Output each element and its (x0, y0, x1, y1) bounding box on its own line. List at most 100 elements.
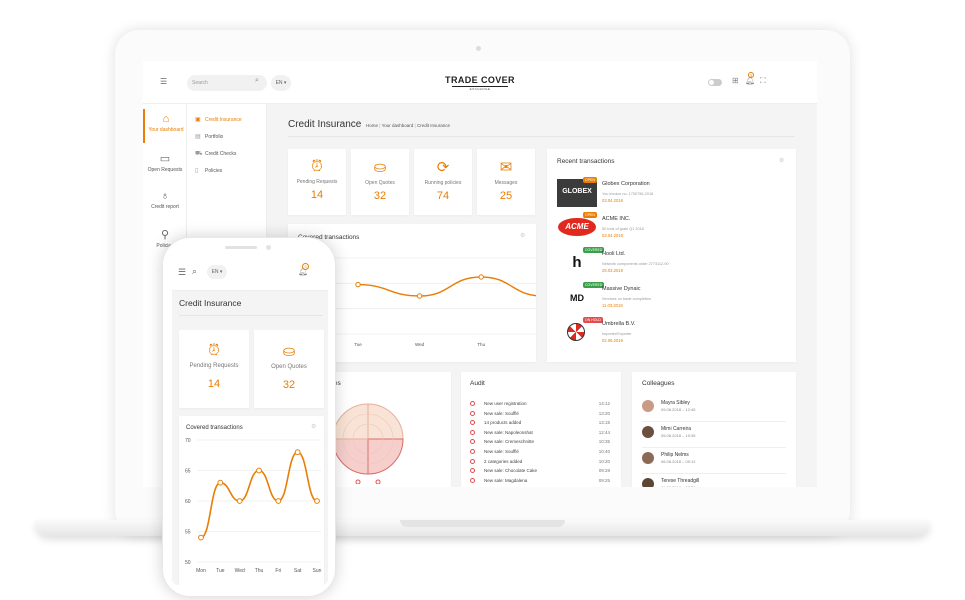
audit-row: 14 products added 13:15 (470, 419, 610, 427)
subnav-item-portfolio[interactable]: ▤ Portfolio (195, 133, 223, 140)
language-select[interactable]: EN ▾ (207, 265, 227, 279)
acme-logo: ACME (558, 218, 596, 236)
stat-card-messages[interactable]: ✉ Messages 25 (477, 149, 535, 215)
x-tick-label: Wed (235, 568, 245, 574)
transaction-row[interactable]: GLOBEX OPEN Globex Corporation You invoice … (557, 177, 782, 209)
phone-camera (266, 245, 271, 250)
data-point[interactable] (198, 534, 204, 541)
covered-transactions-card: Covered transactions ⚙ 70 65 60 55 50 Mon Tue W… (179, 416, 324, 585)
audit-row: New sale: Soufflé 13:20 (470, 410, 610, 418)
avatar (642, 400, 654, 412)
stat-label: Pending Requests (296, 179, 338, 185)
data-point[interactable] (275, 498, 282, 504)
stat-card-pending-requests[interactable]: ⏰︎ Pending Requests 14 (179, 330, 249, 408)
bell-icon[interactable]: 🔔︎ (298, 267, 309, 276)
trade-cover-logo[interactable]: TRADE COVER EXCHANGE (443, 75, 517, 91)
company-logo-text: ACME (565, 222, 589, 231)
subnav-item-policies[interactable]: ▯ Policies (195, 167, 222, 174)
transaction-date: 25.03.2019 (602, 268, 623, 273)
bell-icon[interactable]: 🔔︎ (745, 76, 756, 85)
company-name: Hooli Ltd. (602, 251, 626, 257)
sidebar-item-policies[interactable]: ⚲ Policies (143, 228, 187, 258)
data-point[interactable] (416, 293, 423, 299)
sidebar-item-open-requests[interactable]: ▭ Open Requests (143, 152, 187, 182)
theme-toggle[interactable] (708, 79, 722, 86)
colleague-row[interactable]: Mimi Carreira 05.08.2018 – 10:35 (642, 426, 786, 450)
data-point[interactable] (314, 498, 320, 504)
fullscreen-icon[interactable]: ⛶ (760, 76, 766, 85)
audit-text: New sale: Napoleonshat (484, 429, 533, 435)
laptop-notch (400, 520, 565, 527)
company-name: Umbrella B.V. (602, 321, 636, 327)
status-dot (470, 449, 475, 454)
language-select[interactable]: EN ▾ (271, 75, 291, 91)
company-name: Massive Dynaic (602, 286, 641, 292)
sidebar-item-dashboard[interactable]: ⌂ Your dashboard (143, 109, 187, 143)
colleague-row[interactable]: Philip Nelms 06.08.2018 – 09:12 (642, 452, 786, 476)
stat-label: Pending Requests (189, 363, 239, 369)
x-tick-label: Thu (477, 342, 485, 347)
stat-card-open-quotes[interactable]: ⛀ Open Quotes 32 (351, 149, 409, 215)
covered-transactions-chart: 70 65 60 55 50 Mon Tue Wed Thu Fri Sat Sun (185, 438, 322, 574)
subnav-item-credit-checks[interactable]: ⛟ Credit Checks (195, 150, 236, 158)
audit-time: 10:20 (598, 458, 610, 464)
y-tick-label: 50 (185, 560, 191, 566)
audit-text: New sale: Soufflé (484, 449, 519, 454)
transaction-row[interactable]: ACME OPEN ACME INC. 50 tons of grain Q1 201… (557, 212, 782, 244)
data-point[interactable] (294, 449, 301, 456)
sidebar-item-credit-report[interactable]: ♁ Credit report (143, 190, 187, 220)
data-point[interactable] (355, 281, 361, 288)
x-tick-label: Sat (294, 568, 302, 574)
menu-icon[interactable]: ☰ (178, 267, 187, 277)
status-dot (470, 458, 475, 464)
stat-card-open-quotes[interactable]: ⛀ Open Quotes 32 (254, 330, 324, 408)
stat-value: 74 (436, 190, 450, 202)
legend-dot (375, 479, 381, 484)
search-icon[interactable]: ⌕ (192, 266, 198, 276)
categories-polar-chart (332, 403, 404, 484)
apps-grid-icon[interactable]: ⊞ (732, 76, 739, 85)
transaction-row[interactable]: MD COVERED Massive Dynaic Services on trade… (557, 282, 782, 314)
breadcrumb-dashboard[interactable]: Your dashboard (381, 123, 414, 128)
colleague-row[interactable]: Mayra Sibley 09.08.2018 – 12:45 (642, 400, 786, 424)
requests-icon: ▭ (159, 153, 171, 165)
stat-card-pending-requests[interactable]: ⏰︎ Pending Requests 14 (288, 149, 346, 215)
data-point[interactable] (478, 274, 484, 280)
subnav-item-credit-insurance[interactable]: ▣ Credit Insurance (195, 116, 242, 123)
data-point[interactable] (236, 498, 243, 504)
search-input[interactable]: Search (187, 75, 267, 91)
logo-title: TRADE COVER (445, 75, 515, 85)
transaction-row[interactable]: h COVERED Hooli Ltd. Network components ord… (557, 247, 782, 279)
briefcase-icon: ▣ (195, 117, 201, 123)
status-dot (470, 420, 475, 426)
stat-card-running-policies[interactable]: ⟳ Running policies 74 (414, 149, 472, 215)
subnav-label: Portfolio (205, 134, 224, 140)
menu-icon[interactable]: ☰ (160, 77, 168, 86)
company-logo-text: h (572, 254, 582, 271)
company-logo (557, 319, 597, 347)
card-title: Covered transactions (298, 234, 360, 241)
colleague-row[interactable]: Terese Threadgill01.08.2018 – 07:30 (642, 478, 782, 487)
colleague-time: 09.08.2018 – 12:45 (661, 407, 696, 412)
phone-frame: ☰ ⌕ EN ▾ 🔔︎ 3 Credit Insurance ⏰︎ Pendin… (162, 237, 336, 597)
settings-icon[interactable]: ⚙ (779, 158, 785, 164)
audit-time: 10:40 (598, 449, 610, 454)
data-point[interactable] (256, 467, 262, 474)
stat-value: 32 (282, 379, 296, 391)
audit-text: New sale: Soufflé (484, 410, 519, 416)
transaction-row[interactable]: ON HOLD Umbrella B.V. Importer/Exporter 02.… (557, 317, 782, 349)
phone-speaker (225, 246, 257, 249)
data-point[interactable] (217, 479, 224, 486)
series-line (357, 276, 536, 297)
search-icon[interactable]: ⌕ (255, 77, 259, 84)
transaction-description: You invoice no. 1750756-2018 (602, 192, 654, 196)
status-badge: COVERED (583, 247, 605, 253)
stat-value: 14 (310, 189, 324, 201)
colleague-time: 01.08.2018 – 07:30 (661, 485, 695, 487)
settings-icon[interactable]: ⚙ (311, 424, 317, 430)
audit-time: 09:28 (598, 468, 610, 474)
breadcrumb-home[interactable]: Home (366, 123, 379, 128)
settings-icon[interactable]: ⚙ (520, 233, 526, 239)
x-tick-label: Fri (275, 568, 281, 574)
title-divider (288, 136, 795, 137)
